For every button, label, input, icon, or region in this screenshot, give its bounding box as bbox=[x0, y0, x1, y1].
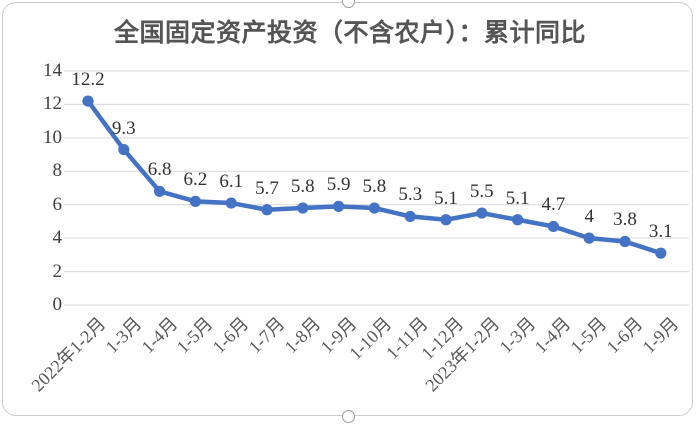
data-point-marker bbox=[118, 143, 130, 156]
data-point-marker bbox=[547, 220, 560, 233]
data-point-marker bbox=[154, 185, 166, 197]
data-point-marker bbox=[368, 202, 380, 214]
chart-title: 全国固定资产投资（不含农户）：累计同比 bbox=[113, 19, 586, 47]
data-point-marker bbox=[655, 247, 667, 259]
data-point-marker bbox=[440, 214, 452, 226]
data-point-marker bbox=[476, 207, 488, 219]
data-point-marker bbox=[297, 202, 309, 214]
data-point-marker bbox=[261, 204, 273, 216]
data-point-marker bbox=[511, 214, 524, 226]
series-line bbox=[85, 98, 664, 256]
selection-handle-bottom[interactable] bbox=[342, 410, 355, 423]
data-point-marker bbox=[82, 95, 94, 107]
selection-handle-top[interactable] bbox=[342, 0, 355, 8]
data-point-marker bbox=[225, 197, 237, 209]
data-point-marker bbox=[619, 235, 631, 248]
data-point-marker bbox=[333, 200, 345, 212]
data-point-marker bbox=[189, 195, 201, 207]
data-point-marker bbox=[583, 232, 595, 244]
data-point-marker bbox=[404, 210, 416, 223]
